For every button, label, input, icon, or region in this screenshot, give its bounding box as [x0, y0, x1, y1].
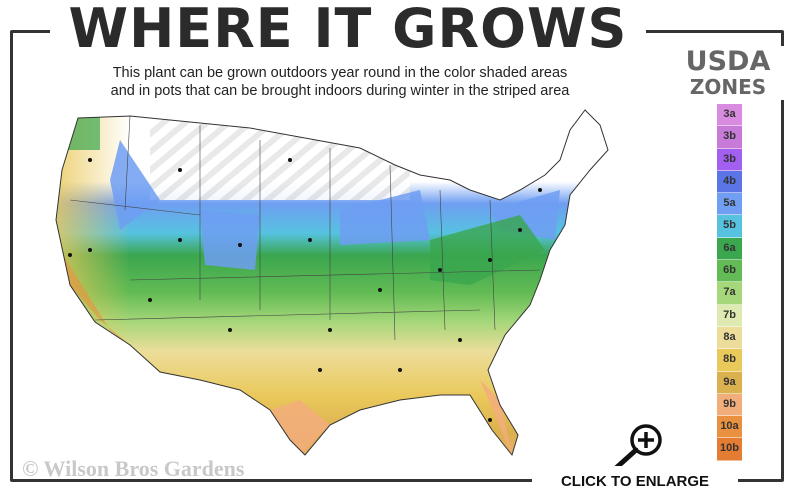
- subtitle-line-2: and in pots that can be brought indoors …: [110, 83, 570, 99]
- legend-title-line-2: ZONES: [689, 75, 767, 99]
- zone-legend: 3a 3b 3b 4b 5a 5b 6a 6b 7a 7b 8a 8b 9a 9b 10a 10b: [717, 104, 742, 461]
- legend-zone-3b: 3b: [717, 148, 742, 171]
- legend-zone-7b: 7b: [717, 304, 742, 327]
- legend-zone-8b: 8b: [717, 349, 742, 372]
- legend-zone-6a: 6a: [717, 237, 742, 261]
- subtitle: This plant can be grown outdoors year ro…: [40, 64, 640, 100]
- subtitle-line-1: This plant can be grown outdoors year ro…: [112, 65, 568, 81]
- us-outline: [55, 109, 609, 457]
- legend-zone-3a: 3a: [717, 104, 742, 127]
- magnifier-plus-icon[interactable]: [610, 422, 666, 472]
- legend-zone-8a: 8a: [717, 326, 742, 350]
- page-title: WHERE IT GROWS: [50, 0, 646, 58]
- copyright-watermark: © Wilson Bros Gardens: [22, 456, 245, 481]
- legend-zone-9b: 9b: [717, 393, 742, 417]
- legend-zone-6b: 6b: [717, 260, 742, 283]
- legend-zone-5a: 5a: [717, 193, 742, 216]
- legend-zone-9a: 9a: [717, 371, 742, 394]
- legend-zone-10b: 10b: [717, 438, 742, 461]
- click-to-enlarge-button[interactable]: CLICK TO ENLARGE: [532, 466, 738, 500]
- legend-zone-10a: 10a: [717, 416, 742, 439]
- capital-dots: [68, 158, 542, 422]
- legend-zone-7a: 7a: [717, 282, 742, 305]
- legend-title-line-1: USDA: [685, 46, 771, 77]
- state-borders: [69, 115, 541, 341]
- legend-title: USDA ZONES: [668, 46, 788, 100]
- legend-zone-3b: 3b: [717, 126, 742, 149]
- legend-zone-5b: 5b: [717, 215, 742, 238]
- legend-zone-4b: 4b: [717, 170, 742, 194]
